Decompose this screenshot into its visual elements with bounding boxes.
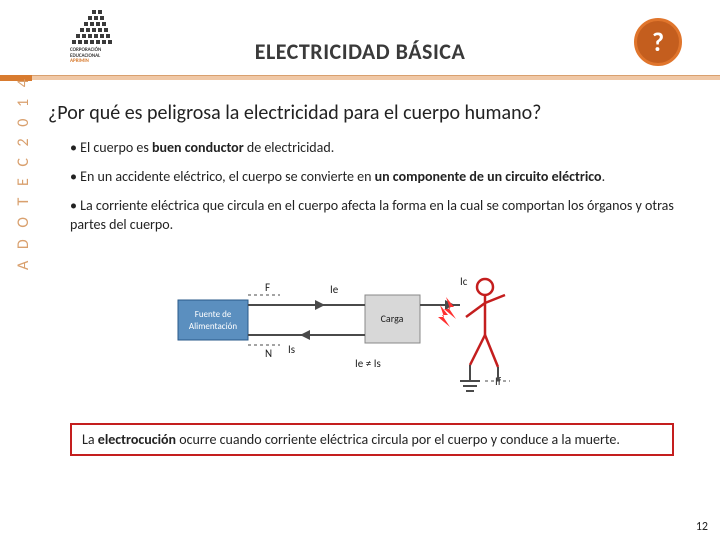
bullet-2: • En un accidente eléctrico, el cuerpo s… <box>70 168 674 187</box>
svg-text:Is: Is <box>288 343 295 356</box>
svg-text:Ic: Ic <box>460 275 468 288</box>
svg-text:Carga: Carga <box>381 312 404 325</box>
svg-text:Alimentación: Alimentación <box>189 321 237 332</box>
help-icon: ? <box>634 18 682 66</box>
circuit-diagram: Fuente de Alimentación Carga F N Ie Is I… <box>170 245 550 405</box>
svg-text:Fuente de: Fuente de <box>195 309 232 320</box>
bullet-list: • El cuerpo es buen conductor de electri… <box>70 139 674 235</box>
logo-text: CORPORACIÓN EDUCACIONAL APRIMIN <box>70 48 132 65</box>
svg-text:F: F <box>265 281 270 294</box>
svg-text:Ie: Ie <box>330 283 339 296</box>
logo-icon <box>70 6 132 46</box>
subtitle: ¿Por qué es peligrosa la electricidad pa… <box>48 101 720 125</box>
svg-text:Ie ≠ Is: Ie ≠ Is <box>355 357 381 370</box>
page-title: ELECTRICIDAD BÁSICA <box>255 38 466 65</box>
bullet-3: • La corriente eléctrica que circula en … <box>70 197 674 235</box>
page-number: 12 <box>696 520 708 534</box>
bullet-1: • El cuerpo es buen conductor de electri… <box>70 139 674 158</box>
svg-text:N: N <box>265 347 272 360</box>
header: CORPORACIÓN EDUCACIONAL APRIMIN ELECTRIC… <box>0 0 720 85</box>
callout-box: La electrocución ocurre cuando corriente… <box>70 423 674 456</box>
header-divider <box>0 75 720 80</box>
logo: CORPORACIÓN EDUCACIONAL APRIMIN <box>70 6 132 66</box>
side-label: A D O T E C 2 0 1 4 <box>14 70 33 270</box>
